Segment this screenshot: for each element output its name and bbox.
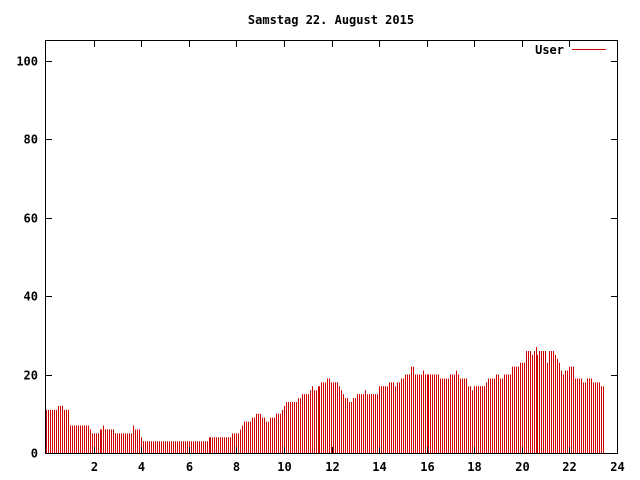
x-tick-label: 16 — [420, 460, 434, 474]
x-tick-label: 18 — [467, 460, 481, 474]
plot-frame — [45, 40, 618, 454]
x-tick-label: 24 — [610, 460, 624, 474]
x-tick-label: 10 — [277, 460, 291, 474]
y-tick-label: 0 — [31, 447, 38, 461]
x-tick-label: 2 — [91, 460, 98, 474]
x-tick-label: 22 — [562, 460, 576, 474]
x-tick-label: 8 — [233, 460, 240, 474]
legend: User — [535, 43, 606, 57]
x-tick-label: 20 — [515, 460, 529, 474]
x-tick-label: 12 — [325, 460, 339, 474]
x-tick-label: 6 — [186, 460, 193, 474]
chart-title: Samstag 22. August 2015 — [248, 13, 414, 27]
y-tick-label: 100 — [16, 55, 38, 69]
x-tick-label: 4 — [138, 460, 145, 474]
y-tick-label: 60 — [24, 212, 38, 226]
bar-group — [46, 347, 604, 453]
y-tick-label: 20 — [24, 369, 38, 383]
y-tick-label: 40 — [24, 290, 38, 304]
y-tick-label: 80 — [24, 133, 38, 147]
x-tick-label: 14 — [372, 460, 386, 474]
legend-label: User — [535, 43, 564, 57]
